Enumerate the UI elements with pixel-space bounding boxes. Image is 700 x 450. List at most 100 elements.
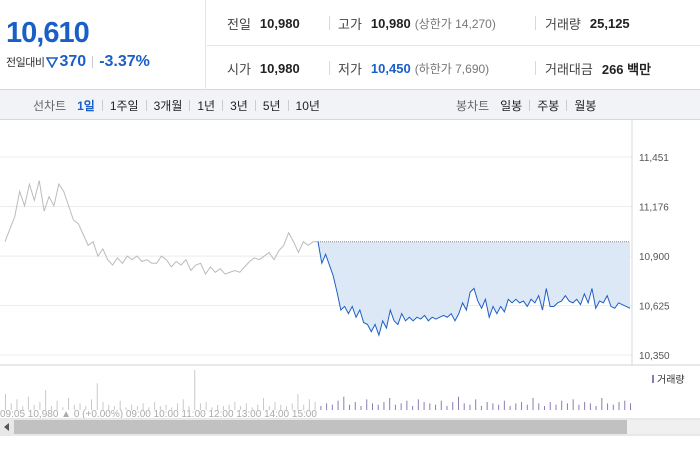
volume-bar xyxy=(274,402,276,410)
volume-bar xyxy=(566,403,568,410)
tab-divider xyxy=(145,99,147,111)
tab-10year[interactable]: 10년 xyxy=(295,98,320,113)
volume-bar xyxy=(119,400,121,410)
tab-divider xyxy=(101,99,103,111)
current-price: 10,610 xyxy=(6,17,90,49)
volume-bar xyxy=(291,403,293,410)
volume-bar xyxy=(73,404,75,410)
volume-bar xyxy=(188,406,190,410)
volume-bar xyxy=(503,400,505,410)
volume-bar xyxy=(630,403,631,410)
volume-bar xyxy=(285,406,287,410)
volume-legend-swatch xyxy=(652,375,654,383)
y-tick-label: 10,900 xyxy=(639,252,670,263)
series-line-after xyxy=(317,241,631,337)
volume-bar xyxy=(326,403,328,410)
volume-bar xyxy=(177,403,179,410)
tab-1week[interactable]: 1주일 xyxy=(109,98,139,113)
low-label: 저가 xyxy=(338,61,362,77)
volume-bar xyxy=(446,406,448,410)
tab-1day[interactable]: 1일 xyxy=(77,98,95,113)
amount-stat: 거래대금 266 백만 xyxy=(545,59,651,77)
tab-5year[interactable]: 5년 xyxy=(262,98,281,113)
volume-bar xyxy=(159,406,161,410)
open-stat: 시가 10,980 xyxy=(227,59,300,77)
volume-bar xyxy=(136,406,138,410)
change-label: 전일대비 xyxy=(6,57,45,69)
volume-bar xyxy=(354,402,356,410)
volume-bars xyxy=(5,370,631,410)
prev-close-value: 10,980 xyxy=(259,15,300,31)
tab-divider xyxy=(222,99,224,111)
volume-bar xyxy=(584,402,586,410)
volume-stat: 거래량 25,125 xyxy=(545,14,630,32)
volume-bar xyxy=(194,370,196,410)
volume-bar xyxy=(366,399,368,410)
stat-divider xyxy=(329,61,330,75)
scrollbar-thumb[interactable] xyxy=(14,420,627,434)
volume-bar xyxy=(452,402,454,410)
volume-bar xyxy=(199,403,201,410)
tab-divider xyxy=(189,99,191,111)
high-stat: 고가 10,980 (상한가 14,270) xyxy=(338,14,496,32)
volume-bar xyxy=(360,406,362,410)
tab-3year[interactable]: 3년 xyxy=(230,98,248,113)
down-triangle-icon xyxy=(46,57,59,68)
y-axis-ticks: 11,451 11,176 10,900 10,625 10,350 xyxy=(639,153,670,362)
tab-divider xyxy=(254,99,256,111)
tab-3month[interactable]: 3개월 xyxy=(153,98,183,113)
volume-bar xyxy=(79,403,81,410)
volume-bar xyxy=(56,400,58,410)
volume-bar xyxy=(314,402,316,410)
change-divider xyxy=(92,56,94,68)
tab-1year[interactable]: 1년 xyxy=(197,98,216,113)
tab-divider xyxy=(566,99,568,111)
amount-label: 거래대금 xyxy=(545,61,593,77)
y-tick-label: 11,176 xyxy=(639,202,669,213)
chart-horizontal-scrollbar[interactable] xyxy=(0,418,700,436)
volume-bar xyxy=(240,406,242,410)
tab-weekly-candle[interactable]: 주봉 xyxy=(537,98,560,113)
volume-bar xyxy=(526,404,528,410)
lower-limit: (하한가 7,690) xyxy=(414,61,490,76)
high-label: 고가 xyxy=(338,16,362,32)
change-amount: 370 xyxy=(59,53,87,70)
volume-bar xyxy=(39,402,41,410)
volume-bar xyxy=(515,403,517,410)
scroll-left-arrow-icon[interactable] xyxy=(0,418,14,436)
volume-bar xyxy=(50,406,52,410)
volume-bar xyxy=(125,407,127,410)
volume-bar xyxy=(463,403,465,410)
stats-divider xyxy=(207,45,700,46)
scrollbar-track[interactable] xyxy=(627,420,700,434)
stat-divider xyxy=(329,16,330,30)
volume-bar xyxy=(263,398,265,410)
tab-daily-candle[interactable]: 일봉 xyxy=(500,98,523,113)
volume-bar xyxy=(337,400,339,410)
time-axis-partial: 09:05 10,980 ▲ 0 (+0.00%) 09:00 10:00 11… xyxy=(0,409,317,418)
volume-bar xyxy=(217,404,219,410)
volume-bar xyxy=(589,403,591,410)
y-tick-label: 11,451 xyxy=(639,153,669,164)
volume-legend: 거래량 xyxy=(657,374,685,386)
volume-bar xyxy=(371,403,373,410)
intraday-chart: 11,451 11,176 10,900 10,625 10,350 거래량 09:05… xyxy=(0,120,700,418)
open-label: 시가 xyxy=(227,61,251,77)
volume-bar xyxy=(165,404,167,410)
volume-bar xyxy=(320,406,322,410)
volume-bar xyxy=(148,407,150,410)
tab-monthly-candle[interactable]: 월봉 xyxy=(574,98,597,113)
volume-bar xyxy=(532,398,534,410)
volume-bar xyxy=(509,406,511,410)
volume-bar xyxy=(572,399,574,410)
volume-bar xyxy=(400,403,402,410)
volume-bar xyxy=(475,399,477,410)
volume-bar xyxy=(222,406,224,410)
volume-bar xyxy=(85,406,87,410)
volume-bar xyxy=(492,403,494,410)
volume-bar xyxy=(297,394,299,410)
volume-bar xyxy=(377,404,379,410)
low-stat: 저가 10,450 (하한가 7,690) xyxy=(338,59,489,77)
volume-bar xyxy=(457,396,459,410)
volume-bar xyxy=(618,402,620,410)
